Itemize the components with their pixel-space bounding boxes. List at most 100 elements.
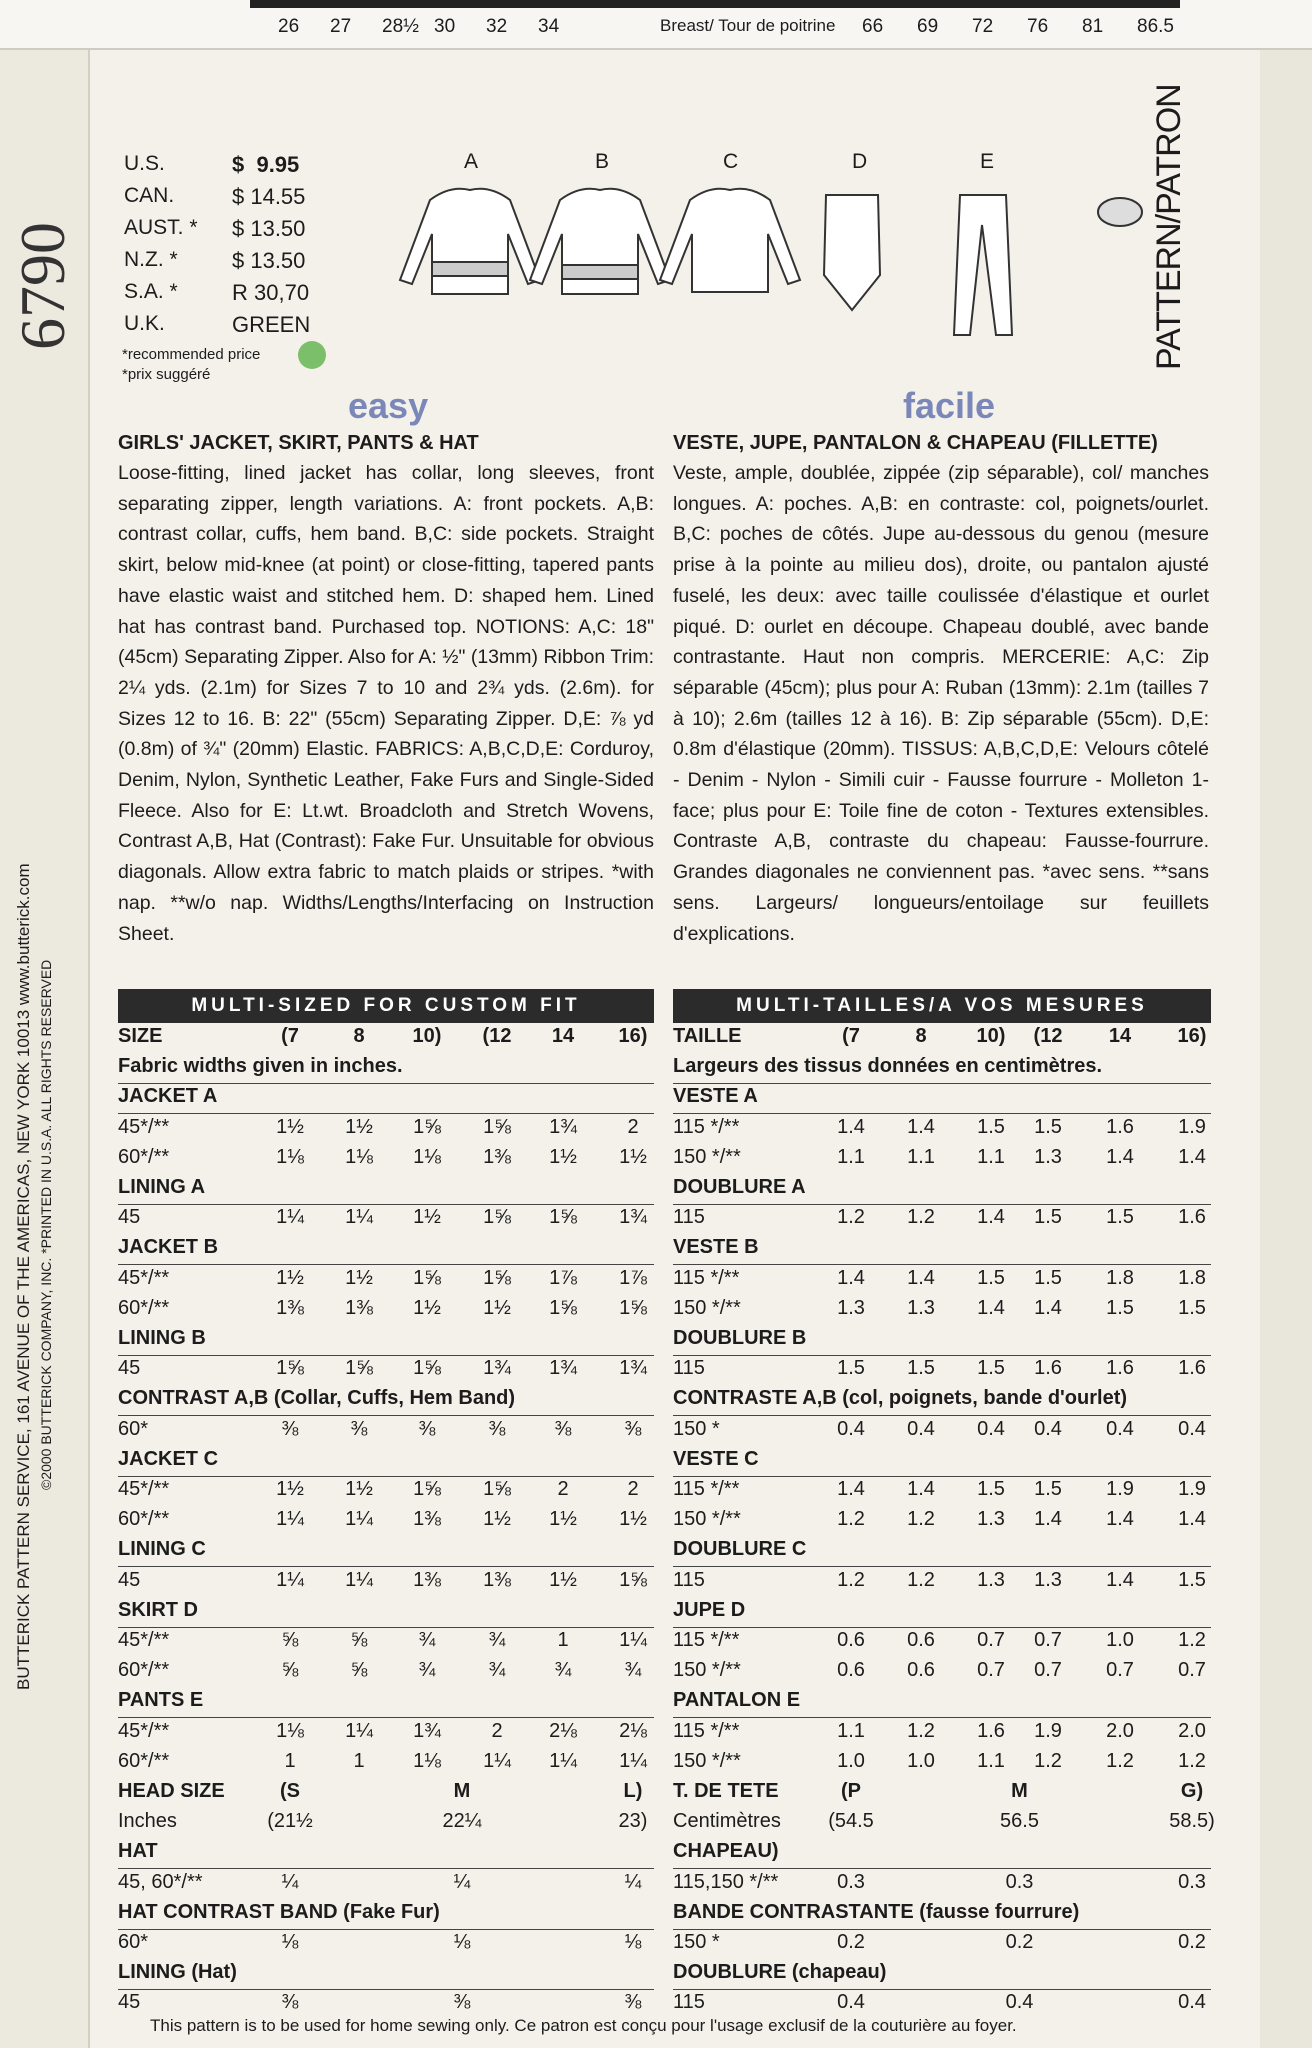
side-text: BUTTERICK PATTERN SERVICE, 161 AVENUE OF… [14,863,33,1690]
row-label: Largeurs des tissus données en centimètr… [673,1055,1103,1078]
table-cell: (21½ [267,1810,313,1833]
table-cell: 0.7 [1106,1659,1134,1682]
table-cell: 1¼ [345,1508,373,1531]
row-label: 150 * [673,1931,720,1953]
table-cell: 1.5 [977,1115,1005,1138]
strip-bar [250,0,1180,8]
table-cell: 1⅝ [619,1568,647,1591]
table-cell: 0.6 [837,1629,865,1651]
row-label: 60* [118,1931,149,1953]
rule [118,1928,654,1930]
row-label: JACKET C [118,1447,219,1470]
table-cell: 1.2 [907,1508,935,1531]
strip-size: 34 [538,16,560,37]
row-label: DOUBLURE C [673,1538,807,1561]
table-cell: 1¼ [619,1749,647,1772]
price-amount: $ 13.50 [232,216,306,241]
table-cell: 1.9 [1034,1719,1062,1742]
price-note: *recommended price [122,346,261,363]
table-cell: L) [623,1780,643,1802]
rule [673,1264,1211,1266]
table-cell: 16) [1177,1025,1207,1047]
table-cell: (54.5 [828,1810,874,1833]
table-cell: (7 [842,1025,860,1047]
table-cell: 1.1 [977,1145,1005,1168]
table-cell: 1.9 [1106,1478,1134,1500]
table-cell: 1⅝ [483,1115,511,1138]
row-label: 45 [118,1568,141,1591]
row-label: VESTE B [673,1236,759,1259]
row-label: HEAD SIZE [118,1780,225,1802]
table-cell: 1.5 [1034,1266,1062,1289]
paper [90,48,1260,2048]
table-cell: 1½ [619,1145,647,1168]
row-label: Fabric widths given in inches. [118,1055,403,1078]
row-label: SKIRT D [118,1598,198,1621]
table-cell: 1.3 [1034,1145,1062,1168]
table-cell: 1¼ [549,1749,577,1772]
row-label: LINING (Hat) [118,1961,237,1984]
row-label: CONTRAST A,B (Collar, Cuffs, Hem Band) [118,1387,516,1410]
table-cell: 1½ [413,1206,441,1229]
row-label: LINING A [118,1176,206,1198]
table-cell: 1 [557,1629,569,1651]
row-label: PANTS E [118,1689,204,1712]
table-cell: 14 [1108,1025,1132,1047]
table-cell: 1¾ [619,1357,647,1380]
table-cell: 1¼ [276,1568,304,1591]
table-cell: 1.1 [837,1719,865,1742]
table-cell: ⅛ [281,1931,299,1953]
table-cell: 1.6 [977,1719,1005,1742]
table-cell: 1⅜ [276,1296,304,1319]
table-cell: 0.3 [1178,1870,1206,1893]
strip-size: 28½ [382,16,419,37]
table-cell: 1⅜ [413,1508,441,1531]
rule [118,1717,654,1719]
row-label: T. DE TETE [673,1780,779,1802]
table-cell: 1.4 [1106,1145,1134,1168]
table-cell: 1¼ [345,1568,373,1591]
table-cell: 0.6 [837,1659,865,1682]
table-cell: 0.4 [1106,1417,1134,1440]
table-cell: 10) [412,1025,442,1047]
table-cell: 1⅝ [483,1478,511,1500]
price-amount: $ 13.50 [232,248,306,273]
table-cell: ¾ [418,1659,436,1682]
table-cell: 1.5 [1106,1296,1134,1319]
rule [673,1626,1211,1628]
table-cell: 1 [284,1749,296,1772]
table-cell: 1⅝ [483,1266,511,1289]
rule [673,1113,1211,1115]
table-cell: 2 [491,1719,503,1742]
table-cell: 1½ [483,1296,511,1319]
table-cell: ¾ [418,1629,436,1651]
price-country: S.A. * [124,280,178,303]
table-cell: 1⅝ [413,1478,441,1500]
table-cell: 0.3 [837,1870,865,1893]
table-cell: 0.4 [1005,1991,1034,2014]
table-cell: 1¾ [619,1206,647,1229]
row-label: 45*/** [118,1629,170,1651]
price-amount: $ 14.55 [232,184,306,209]
table-cell: (P [841,1780,861,1802]
table-cell: M [1011,1780,1028,1802]
rule [118,1083,654,1085]
table-cell: 1.3 [837,1296,865,1319]
row-label: LINING B [118,1327,206,1349]
table-cell: 1½ [549,1508,577,1531]
row-label: CHAPEAU) [673,1840,779,1863]
table-cell: 1⅝ [549,1296,577,1319]
price-country: U.S. [124,152,165,175]
table-cell: ⅝ [281,1629,299,1651]
side-text: ©2000 BUTTERICK COMPANY, INC. *PRINTED I… [38,959,54,1490]
table-cell: 1.4 [837,1115,865,1138]
table-cell: 1⅛ [345,1145,373,1168]
table-cell: 16) [618,1025,648,1047]
rule [673,1204,1211,1205]
price-country: N.Z. * [124,248,178,271]
strip-size: 26 [278,16,300,37]
table-cell: 1.4 [977,1206,1005,1229]
table-cell: 1.2 [837,1568,865,1591]
table-cell: 1.8 [1178,1266,1206,1289]
table-cell: 1.5 [1106,1206,1134,1229]
